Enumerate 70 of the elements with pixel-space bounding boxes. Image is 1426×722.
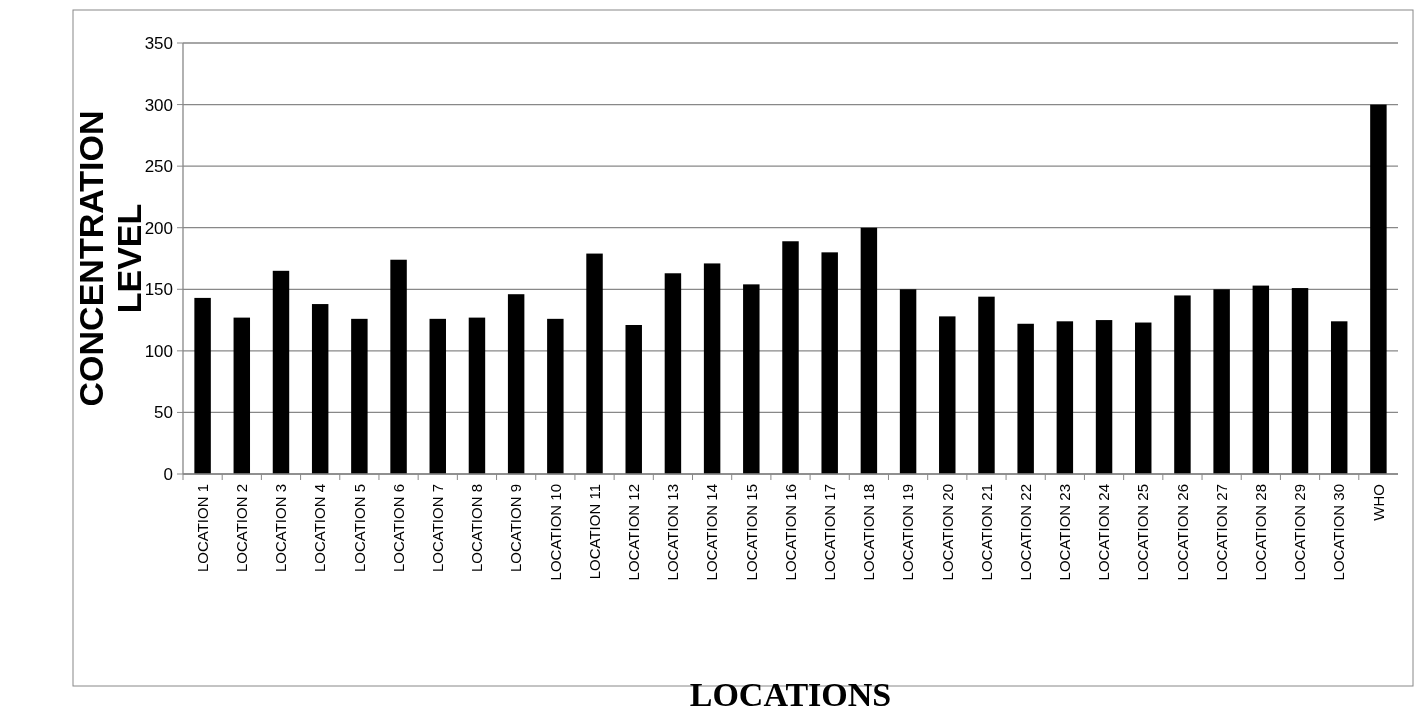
bar [586,253,603,474]
x-tick-label: LOCATION 5 [350,484,368,573]
bar [625,325,642,474]
bar [1370,104,1387,474]
y-tick-label: 0 [163,464,173,484]
x-tick-label: LOCATION 24 [1095,484,1113,581]
bar [468,317,486,474]
bar [899,289,917,474]
x-tick-label: LOCATION 28 [1252,484,1270,581]
x-tick-label: LOCATION 12 [624,484,642,581]
x-tick-label: LOCATION 29 [1291,484,1309,581]
bar [1095,320,1113,474]
bar [1174,295,1191,474]
bar [860,227,878,474]
bar [194,297,211,474]
x-tick-label: LOCATION 4 [311,484,329,573]
y-tick-label: 300 [144,95,173,115]
bar [547,318,564,474]
bar [1017,323,1034,474]
bar [390,259,407,474]
bar [703,263,721,474]
bar [311,304,329,474]
bar [743,284,760,474]
x-tick-label: LOCATION 25 [1134,484,1152,581]
x-tick-label: LOCATION 2 [233,484,251,573]
x-tick-label: LOCATION 17 [820,484,838,581]
x-tick-label: LOCATION 19 [899,484,917,581]
x-tick-label: LOCATION 10 [546,484,564,581]
bar [1291,288,1309,474]
bar [978,296,995,474]
bar [664,273,682,474]
bar [939,316,956,474]
bar [821,252,838,474]
y-tick-label: 50 [154,403,173,423]
x-tick-label: LOCATION 8 [468,484,486,573]
bar [351,318,368,474]
x-tick-label: LOCATION 1 [193,484,211,573]
x-axis-title: LOCATIONS [689,676,892,713]
x-tick-label: LOCATION 9 [507,484,525,573]
x-tick-label: LOCATION 7 [429,484,447,573]
bar [429,318,446,474]
x-tick-label: LOCATION 18 [860,484,878,581]
bar [507,294,525,474]
x-tick-label: LOCATION 20 [938,484,956,581]
x-tick-label: LOCATION 30 [1330,484,1348,581]
x-tick-label: LOCATION 6 [389,484,407,573]
x-tick-label: LOCATION 13 [664,484,682,581]
x-tick-label: LOCATION 16 [781,484,799,581]
x-tick-label: LOCATION 15 [742,484,760,581]
bar [1330,321,1348,474]
x-tick-label: LOCATION 27 [1212,484,1230,581]
y-tick-label: 350 [144,33,173,53]
bar [233,317,251,474]
x-tick-label: LOCATION 14 [703,484,721,581]
y-tick-label: 100 [144,341,173,361]
x-tick-label: LOCATION 3 [272,484,290,573]
bar [1056,321,1074,474]
bar [782,241,799,474]
bar [1252,285,1270,474]
x-tick-label: LOCATION 22 [1016,484,1034,581]
bar [1213,289,1230,474]
x-tick-label: WHO [1369,484,1387,521]
x-tick-label: LOCATION 11 [585,484,603,580]
y-tick-label: 250 [144,157,173,177]
x-tick-label: LOCATION 23 [1056,484,1074,581]
y-tick-label: 150 [144,280,173,300]
x-tick-label: LOCATION 21 [977,484,995,581]
x-tick-label: LOCATION 26 [1173,484,1191,581]
bar [1135,322,1152,474]
bar [272,270,290,474]
